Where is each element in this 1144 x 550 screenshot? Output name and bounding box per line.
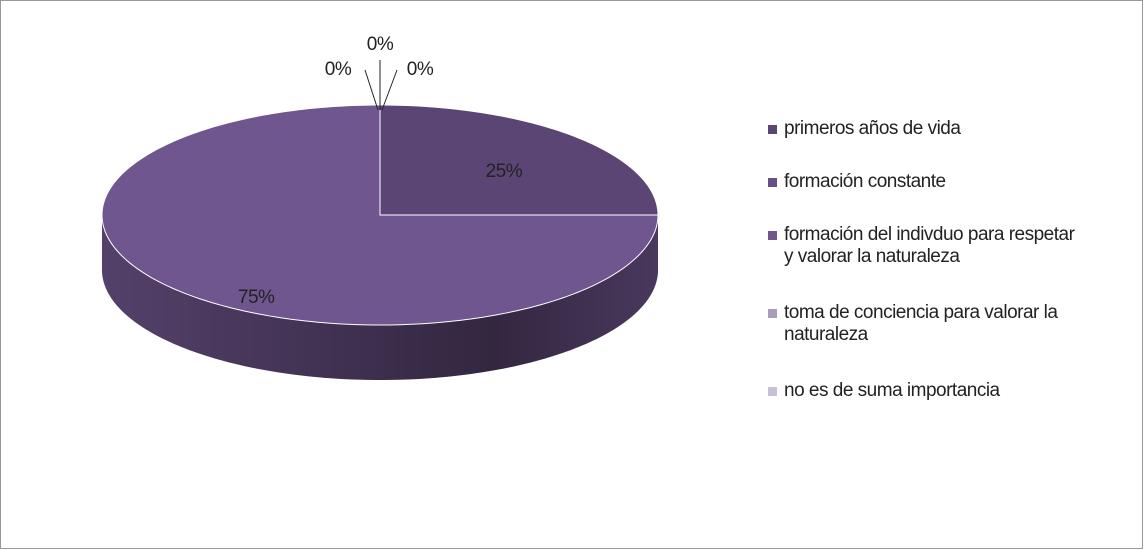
legend: primeros años de vida formación constante…	[768, 118, 1138, 402]
data-label: 0%	[367, 34, 394, 55]
legend-item: formación constante	[768, 171, 1084, 193]
data-label: 25%	[486, 161, 523, 182]
legend-label: formación constante	[784, 171, 946, 192]
legend-label: no es de suma importancia	[784, 380, 1000, 401]
data-label: 75%	[238, 287, 275, 308]
data-label: 0%	[407, 59, 434, 80]
leader-line	[381, 69, 398, 111]
leader-line	[364, 69, 379, 111]
slice	[101, 104, 659, 326]
legend-item: toma de conciencia para valorar la natur…	[768, 302, 1084, 346]
legend-swatch	[768, 309, 777, 318]
legend-swatch	[768, 125, 777, 134]
legend-label: toma de conciencia para valorar la natur…	[784, 302, 1058, 345]
legend-label: primeros años de vida	[784, 118, 961, 139]
legend-item: no es de suma importancia	[768, 380, 1084, 402]
data-label: 0%	[325, 59, 352, 80]
legend-swatch	[768, 231, 777, 240]
legend-swatch	[768, 387, 777, 396]
slice-side-shade	[102, 215, 658, 380]
slice	[379, 104, 659, 216]
legend-item: primeros años de vida	[768, 118, 1084, 140]
legend-label: formación del indivduo para respetar y v…	[784, 224, 1075, 267]
legend-swatch	[768, 178, 777, 187]
legend-item: formación del indivduo para respetar y v…	[768, 224, 1084, 268]
